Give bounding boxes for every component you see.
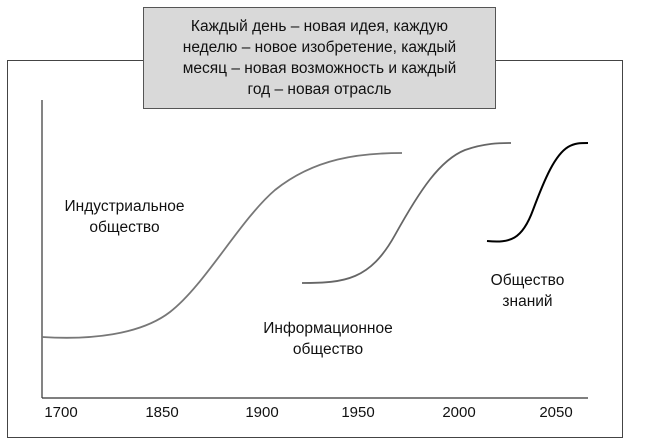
tick-label: 1950 xyxy=(341,404,375,421)
knowledge-society-label: Общество знаний xyxy=(490,272,565,310)
information-society-label: Информационное общество xyxy=(263,320,393,358)
information-society-curve xyxy=(301,142,512,284)
industrial-society-curve xyxy=(41,152,403,339)
tick-label: 1850 xyxy=(145,404,179,421)
tick-label: 1700 xyxy=(44,404,78,421)
knowledge-society-curve xyxy=(486,142,589,243)
callout-box: Каждый день – новая идея, каждую неделю … xyxy=(143,7,496,109)
callout-text: Каждый день – новая идея, каждую неделю … xyxy=(182,18,457,98)
tick-label: 1900 xyxy=(245,404,279,421)
tick-label: 2000 xyxy=(442,404,476,421)
diagram-frame xyxy=(7,60,623,438)
tick-label: 2050 xyxy=(539,404,573,421)
industrial-society-label: Индустриальное общество xyxy=(64,198,185,236)
